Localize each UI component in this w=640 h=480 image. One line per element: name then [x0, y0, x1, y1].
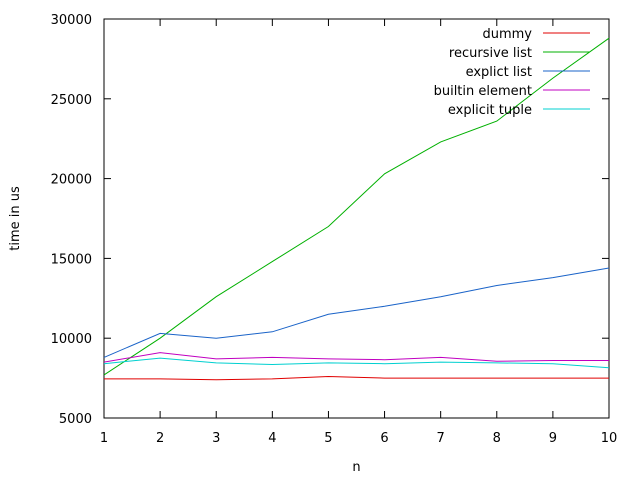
- x-tick-label: 4: [268, 431, 276, 446]
- x-axis-label: n: [352, 460, 360, 475]
- series-lines: [103, 37, 610, 381]
- series-line-explicit-tuple: [103, 357, 610, 369]
- y-tick-label: 20000: [51, 173, 92, 188]
- y-tick-label: 30000: [51, 13, 92, 28]
- axes: 5000 10000 15000 20000 25000 30000 1 2 3 4 5 6 7 8 9 10: [51, 13, 618, 446]
- y-tick-label: 15000: [51, 252, 92, 267]
- x-tick-label: 8: [493, 431, 501, 446]
- x-tick-label: 3: [212, 431, 220, 446]
- x-tick-label: 10: [601, 431, 618, 446]
- x-tick-label: 5: [324, 431, 332, 446]
- legend-label: recursive list: [449, 46, 532, 61]
- legend-label: dummy: [482, 27, 532, 42]
- legend-label: explict list: [466, 65, 532, 80]
- series-line-dummy: [104, 375, 609, 381]
- y-tick-label: 10000: [51, 332, 92, 347]
- y-tick-label: 5000: [59, 412, 92, 427]
- y-axis-label: time in us: [8, 186, 23, 251]
- series-line-builtin-element: [103, 352, 609, 363]
- plot-frame: [103, 18, 610, 419]
- x-tick-label: 2: [156, 431, 164, 446]
- x-tick-label: 6: [380, 431, 388, 446]
- x-tick-label: 7: [437, 431, 445, 446]
- x-tick-label: 9: [549, 431, 557, 446]
- legend-label: builtin element: [434, 84, 532, 99]
- y-tick-label: 25000: [51, 93, 92, 108]
- legend: dummy recursive list explict list builtin e…: [434, 27, 590, 118]
- x-tick-label: 1: [100, 431, 108, 446]
- series-line-explict-list: [103, 267, 610, 358]
- legend-label: explicit tuple: [448, 103, 532, 118]
- series-line-recursive-list: [103, 37, 610, 376]
